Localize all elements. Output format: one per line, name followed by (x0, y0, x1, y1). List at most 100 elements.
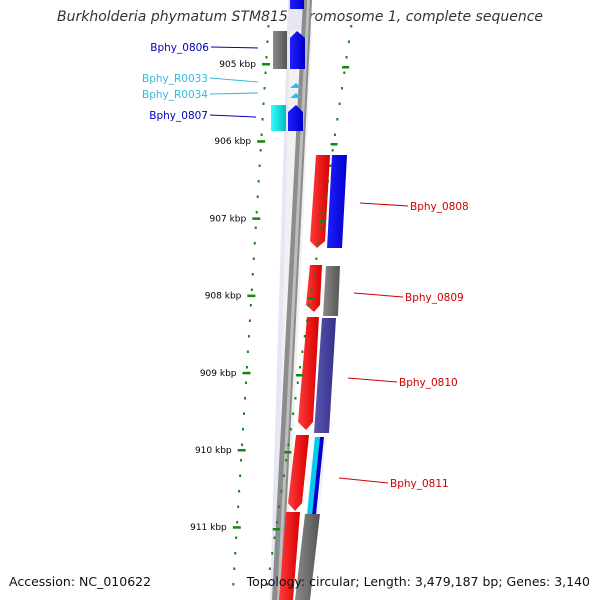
guide-dash-right (295, 374, 303, 377)
guide-dot-right (329, 164, 332, 167)
gene-leader-line (347, 377, 398, 383)
gene-arrow-bphy-0810[interactable] (298, 317, 319, 430)
guide-dot-left (237, 505, 240, 508)
gene-label: Bphy_0810 (399, 377, 458, 389)
gene-bar-bphy-0808[interactable] (327, 155, 347, 248)
guide-dot-right (292, 412, 295, 415)
guide-dot-left (258, 164, 261, 167)
guide-dot-left (236, 521, 239, 524)
gene-bar-bphy-0811-cyan[interactable] (307, 437, 320, 515)
guide-dot-right (266, 583, 269, 586)
guide-dot-right (289, 428, 292, 431)
kbp-tick-label: 905 kbp (219, 60, 256, 70)
kbp-tick-label: 910 kbp (195, 446, 232, 456)
gene-bar-bphy-0809-gray[interactable] (323, 266, 340, 316)
guide-dot-left (250, 288, 253, 291)
topology-summary-text: Topology: circular; Length: 3,479,187 bp… (246, 574, 590, 589)
guide-dot-right (320, 226, 323, 229)
gene-arrow-lower-red[interactable] (279, 512, 300, 600)
gene-bar-bphy-0806-gray[interactable] (273, 31, 287, 69)
guide-dot-right (324, 195, 327, 198)
gene-bar-bphy-0806[interactable] (290, 0, 304, 9)
gene-leader-line (359, 202, 409, 207)
guide-dot-right (299, 366, 302, 369)
gene-leader-line (209, 114, 257, 118)
guide-dot-right (317, 242, 320, 245)
kbp-tick-label: 907 kbp (210, 214, 247, 224)
guide-dot-right (301, 350, 304, 353)
gene-arrow-bphy-0808[interactable] (310, 155, 330, 248)
guide-dot-right (280, 490, 283, 493)
guide-dot-left (240, 459, 243, 462)
guide-dot-right (287, 443, 290, 446)
gene-label: Bphy_0807 (149, 110, 208, 122)
guide-dot-right (285, 459, 288, 462)
guide-dot-right (336, 118, 339, 121)
kbp-tick-mark (232, 526, 241, 529)
gene-arrow-bphy-0806[interactable] (290, 31, 305, 69)
guide-dash-right (284, 451, 292, 454)
gene-label: Bphy_0809 (405, 292, 464, 304)
guide-dot-left (254, 226, 257, 229)
guide-dot-left (243, 397, 246, 400)
guide-dot-right (308, 304, 311, 307)
guide-dot-left (252, 257, 255, 260)
guide-dot-right (275, 521, 278, 524)
gene-bar-bphy-0810[interactable] (314, 318, 336, 433)
guide-dot-left (244, 381, 247, 384)
gene-leader-line (209, 77, 259, 83)
guide-dot-left (245, 366, 248, 369)
guide-dot-right (303, 335, 306, 338)
kbp-tick-mark (242, 371, 251, 375)
guide-dot-left (255, 211, 258, 214)
guide-dot-right (327, 180, 329, 183)
gene-label: Bphy_R0033 (142, 73, 208, 85)
guide-dot-left (262, 102, 265, 105)
guide-dash-right (319, 220, 326, 223)
rna-arrow-bphy-r0034[interactable] (290, 93, 302, 98)
rna-arrow-bphy-r0033[interactable] (290, 83, 302, 88)
guide-dot-right (340, 87, 343, 90)
gene-label: Bphy_0811 (390, 478, 449, 490)
guide-dot-left (264, 71, 267, 74)
guide-dot-right (294, 397, 297, 400)
guide-dot-right (282, 474, 285, 477)
gene-arrow-bphy-0809[interactable] (306, 265, 322, 312)
guide-dot-right (313, 273, 316, 276)
guide-dot-left (265, 56, 268, 59)
gene-leader-line (209, 92, 259, 95)
guide-dot-left (249, 304, 252, 307)
guide-dot-left (246, 350, 249, 353)
guide-dot-right (350, 25, 353, 28)
guide-dot-left (241, 443, 244, 446)
gene-label: Bphy_0806 (150, 42, 209, 54)
gene-label: Bphy_R0034 (142, 89, 208, 101)
guide-dash-right (272, 528, 280, 531)
guide-dot-right (347, 40, 350, 43)
guide-dot-left (234, 552, 237, 555)
gene-bar-bphy-0807-cyan[interactable] (271, 105, 286, 131)
genome-backbone-shade (277, 0, 310, 600)
gene-bar-lower-gray[interactable] (295, 514, 320, 600)
guide-dot-left (248, 319, 251, 322)
guide-dot-right (345, 56, 348, 59)
guide-dot-right (310, 288, 313, 291)
guide-dot-left (242, 428, 245, 431)
gene-leader-line (353, 292, 404, 298)
kbp-tick-label: 909 kbp (200, 369, 237, 379)
guide-dot-right (306, 319, 309, 322)
gene-bar-bphy-0811-blue[interactable] (312, 437, 324, 515)
guide-dot-left (266, 40, 269, 43)
guide-dot-right (315, 257, 318, 260)
guide-dot-right (271, 552, 274, 555)
kbp-tick-mark (252, 217, 261, 220)
kbp-tick-mark (237, 449, 246, 452)
guide-dot-left (259, 149, 262, 152)
gene-arrow-bphy-0807[interactable] (288, 105, 303, 131)
kbp-tick-label: 906 kbp (214, 137, 251, 147)
gene-arrow-bphy-0811[interactable] (288, 435, 309, 511)
gene-leader-line (210, 46, 259, 49)
guide-dot-left (233, 567, 236, 570)
guide-dash-right (342, 66, 350, 69)
